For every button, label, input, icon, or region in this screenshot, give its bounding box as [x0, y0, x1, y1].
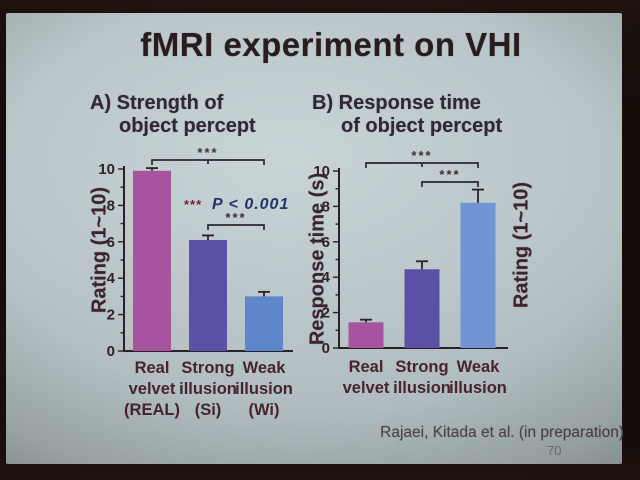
svg-text:10: 10 [98, 161, 115, 178]
svg-text:P < 0.001: P < 0.001 [212, 196, 289, 213]
svg-text:***: *** [411, 148, 432, 163]
bar-weak [460, 202, 496, 348]
svg-text:***: *** [225, 210, 246, 225]
svg-text:8: 8 [322, 198, 330, 215]
svg-text:Real: Real [349, 358, 384, 376]
svg-text:Real: Real [135, 359, 170, 377]
panel-b-heading-line1: B) Response time [312, 92, 481, 114]
svg-text:***: *** [439, 167, 460, 182]
svg-text:Weak: Weak [243, 359, 287, 377]
svg-text:illusion: illusion [235, 380, 293, 398]
svg-text:velvet: velvet [343, 379, 390, 397]
svg-text:illusion: illusion [179, 380, 237, 398]
svg-text:(Si): (Si) [195, 401, 222, 419]
attribution: Rajaei, Kitada et al. (in preparation) [380, 424, 624, 441]
svg-text:illusion: illusion [449, 379, 507, 397]
panel-b-heading: B) Response time of object percept [312, 92, 502, 138]
svg-text:Strong: Strong [181, 359, 234, 377]
svg-text:(Wi): (Wi) [248, 401, 279, 419]
svg-text:8: 8 [107, 197, 115, 214]
svg-text:Weak: Weak [457, 358, 501, 376]
bar-real [348, 322, 384, 348]
panel-a-heading-line1: A) Strength of [90, 92, 224, 114]
svg-text:0: 0 [322, 340, 330, 357]
bar-weak [245, 296, 283, 351]
svg-text:illusion: illusion [393, 379, 451, 397]
svg-text:2: 2 [107, 307, 115, 324]
panel-a-heading-line2: object percept [119, 115, 256, 137]
panel-a-heading: A) Strength of object percept [90, 92, 256, 138]
svg-text:4: 4 [107, 270, 116, 287]
svg-text:(REAL): (REAL) [124, 401, 180, 419]
svg-text:0: 0 [107, 343, 115, 360]
svg-text:6: 6 [322, 234, 330, 251]
panel-a-bar-chart: 0246810******Realvelvet(REAL)Strongillus… [98, 145, 293, 419]
bar-real [133, 170, 171, 351]
slide: fMRI experiment on VHI A) Strength of ob… [6, 13, 624, 464]
bar-strong [404, 269, 440, 348]
page-number: 70 [547, 443, 562, 458]
svg-text:Strong: Strong [395, 358, 448, 376]
svg-text:velvet: velvet [129, 380, 176, 398]
svg-text:2: 2 [322, 305, 330, 322]
panel-b-bar-chart: 0246810******RealvelvetStrongillusionWea… [313, 148, 508, 397]
panel-b-heading-line2: of object percept [341, 115, 503, 137]
svg-text:***: *** [184, 197, 202, 212]
bar-strong [189, 239, 227, 351]
slide-title: fMRI experiment on VHI [140, 26, 522, 63]
svg-text:6: 6 [107, 234, 115, 251]
svg-text:4: 4 [322, 269, 331, 286]
svg-text:10: 10 [313, 163, 330, 180]
svg-text:***: *** [197, 145, 218, 160]
